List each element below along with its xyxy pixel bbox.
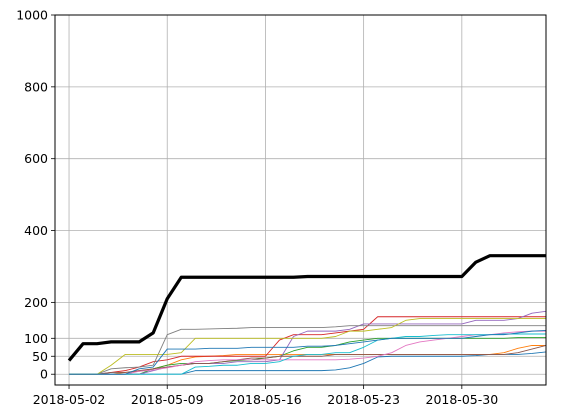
axis-tick-labels: 0 50 100 200 400 600 800 1000 2018-05-02 2018-05-… — [16, 8, 498, 408]
series-line-12 — [69, 329, 547, 375]
axis-ticks — [51, 14, 463, 389]
plot-frame — [54, 14, 547, 386]
series-line-11 — [69, 333, 546, 375]
x-tick-label: 2018-05-23 — [327, 392, 400, 407]
y-tick-label: 800 — [24, 79, 48, 94]
series-line-9 — [69, 325, 546, 375]
y-tick-label: 1000 — [16, 8, 48, 23]
series-line-6 — [69, 310, 547, 375]
series-line-1 — [67, 254, 546, 362]
x-tick-label: 2018-05-16 — [229, 392, 302, 407]
y-tick-label: 400 — [24, 223, 48, 238]
grid-lines — [55, 14, 546, 385]
series-lines — [67, 254, 547, 375]
series-line-8 — [69, 330, 546, 375]
x-tick-label: 2018-05-30 — [426, 392, 499, 407]
y-tick-label: 100 — [24, 331, 48, 346]
series-line-7 — [69, 345, 547, 375]
y-tick-label: 50 — [32, 349, 48, 364]
series-line-10 — [69, 318, 546, 375]
x-tick-label: 2018-05-09 — [131, 392, 204, 407]
series-line-5 — [69, 316, 546, 375]
y-tick-label: 200 — [24, 295, 48, 310]
y-tick-label: 600 — [24, 151, 48, 166]
y-tick-label: 0 — [40, 367, 48, 382]
x-tick-label: 2018-05-02 — [33, 392, 106, 407]
